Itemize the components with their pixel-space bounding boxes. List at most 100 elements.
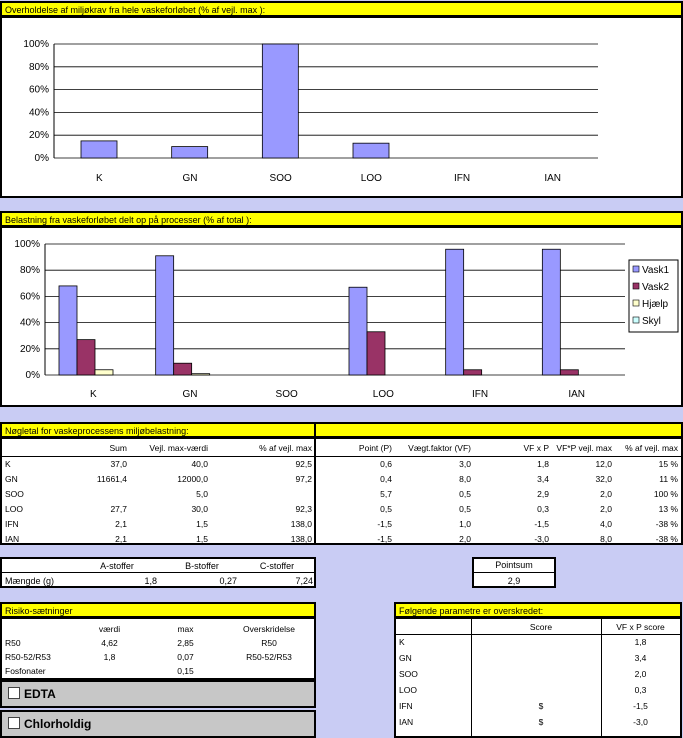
noegletal-cell: -1,5	[534, 518, 549, 529]
x-tick-label: IAN	[568, 389, 585, 400]
noegletal-cell: 1,5	[196, 518, 208, 529]
bar-vask2-loo	[366, 331, 386, 376]
overskredet-cell: K	[399, 637, 405, 648]
pointsum-value: 2,9	[507, 576, 521, 586]
x-tick-label: SOO	[276, 389, 298, 400]
noegletal-table: Sum Vejl. max-værdi % af vejl. max Point (P…	[2, 441, 681, 546]
noegletal-row: IAN 2,1 1,5 138,0 -1,5 2,0 -3,0 8,0 -38 %	[2, 531, 681, 546]
noegletal-cell: 97,2	[295, 473, 312, 484]
overskredet-cell: $	[538, 701, 544, 711]
overskredet-header-cell	[396, 620, 481, 634]
noegletal-header-cell: Point (P)	[358, 443, 392, 454]
bar-value-soo	[261, 43, 299, 159]
risiko-header-cell: max	[177, 624, 194, 634]
noegletal-row: LOO 27,7 30,0 92,3 0,5 0,5 0,3 2,0 13 %	[2, 501, 681, 516]
noegletal-header-cell: VF x P	[523, 443, 549, 454]
noegletal-header-cell: % af vejl. max	[625, 443, 678, 454]
risiko-title: Risiko-sætninger	[0, 602, 316, 618]
overskredet-cell: 0,3	[634, 685, 647, 695]
noegletal-cell: 138,0	[290, 518, 312, 529]
overskredet-cell: LOO	[399, 685, 417, 695]
overskredet-cell	[481, 682, 601, 698]
noegletal-cell: 2,1	[115, 518, 127, 529]
y-tick-label: 0%	[26, 370, 41, 381]
overskredet-title: Følgende parametre er overskredet:	[394, 602, 682, 618]
noegletal-cell: 2,9	[537, 488, 549, 499]
bar-vask1-gn	[155, 255, 175, 376]
risiko-panel: værdi max Overskridelse R50 4,62 2,85 R50 R50-…	[0, 617, 316, 680]
noegletal-cell: 1,5	[196, 533, 208, 544]
risiko-row: R50 4,62 2,85 R50	[2, 636, 314, 650]
risiko-row: Fosfonater 0,15	[2, 664, 314, 678]
overskredet-cell: $	[538, 717, 544, 727]
y-tick-label: 20%	[20, 344, 40, 355]
risiko-cell: 0,15	[177, 666, 194, 676]
legend-label-vask1: Vask1	[642, 265, 669, 276]
x-tick-label: IFN	[454, 173, 470, 184]
bar-vask1-ian	[541, 248, 561, 376]
chart2-plot: 0% 20% 40% 60% 80% 100% K GN SOO LOO IFN IAN Vask1 Va…	[14, 239, 679, 400]
noegletal-cell: 8,0	[459, 473, 471, 484]
chlorholdig-checkbox-box[interactable]	[8, 717, 20, 729]
overskredet-row: LOO 0,3	[396, 682, 680, 698]
edta-checkbox[interactable]: EDTA	[0, 680, 316, 708]
y-tick-label: 0%	[35, 153, 50, 164]
noegletal-cell: 32,0	[595, 473, 612, 484]
y-tick-label: 80%	[20, 265, 40, 276]
x-tick-label: IFN	[472, 389, 488, 400]
x-tick-label: K	[90, 389, 97, 400]
noegletal-cell: 0,6	[380, 458, 392, 469]
risiko-cell: 0,07	[177, 652, 194, 662]
bar-value-loo	[352, 142, 390, 159]
legend-label-skyl: Skyl	[642, 316, 661, 327]
overskredet-cell	[481, 634, 601, 650]
bar-vask2-ian	[559, 369, 579, 376]
x-tick-label: GN	[183, 389, 198, 400]
noegletal-cell: 92,3	[295, 503, 312, 514]
noegletal-cell: 2,0	[600, 503, 612, 514]
overskredet-cell: GN	[399, 653, 412, 663]
overskredet-cell: 1,8	[634, 637, 647, 648]
stoffer-header-c: C-stoffer	[259, 561, 295, 571]
risiko-cell: R50	[261, 638, 277, 648]
overskredet-row: IAN $ -3,0	[396, 714, 680, 730]
noegletal-row: K 37,0 40,0 92,5 0,6 3,0 1,8 12,0 15 %	[2, 456, 681, 471]
bar-vask1-k	[58, 285, 78, 376]
overskredet-header-cell: Score	[529, 621, 553, 632]
chart1-panel: 0% 20% 40% 60% 80% 100% K GN SOO LOO IFN IAN	[0, 16, 683, 198]
risiko-cell: R50-52/R53	[5, 652, 51, 662]
pointsum-label: Pointsum	[474, 560, 554, 573]
overskredet-row: GN 3,4	[396, 650, 680, 666]
noegletal-cell: 11661,4	[96, 473, 127, 484]
bar-vask1-loo	[348, 286, 368, 376]
chlorholdig-checkbox[interactable]: Chlorholdig	[0, 710, 316, 738]
risiko-header-cell	[2, 622, 72, 636]
overskredet-cell: -3,0	[633, 717, 648, 727]
noegletal-cell: 3,0	[459, 458, 471, 469]
legend-swatch-skyl	[632, 316, 640, 324]
overskredet-table: Score VF x P score K 1,8 GN 3,4 SOO 2,0 LOO 0,3 I…	[396, 620, 680, 730]
noegletal-cell: IAN	[5, 533, 20, 544]
pointsum-panel: Pointsum 2,9	[472, 557, 556, 588]
noegletal-cell: 15 %	[658, 458, 678, 469]
overskredet-row: K 1,8	[396, 634, 680, 650]
legend-swatch-vask1	[632, 265, 640, 273]
risiko-cell: Fosfonater	[5, 666, 46, 676]
risiko-cell	[224, 664, 314, 678]
legend-label-vask2: Vask2	[642, 282, 669, 293]
noegletal-cell: 0,5	[380, 503, 392, 514]
stoffer-value-a: 1,8	[144, 576, 157, 586]
y-tick-label: 40%	[20, 318, 40, 329]
risiko-cell: 4,62	[101, 638, 118, 648]
overskredet-cell	[481, 666, 601, 682]
overskredet-cell: 2,0	[634, 669, 647, 679]
noegletal-cell: LOO	[5, 503, 23, 514]
y-tick-label: 60%	[20, 291, 40, 302]
noegletal-header-cell: Sum	[109, 443, 127, 454]
edta-checkbox-box[interactable]	[8, 687, 20, 699]
overskredet-divider-2	[601, 619, 602, 736]
noegletal-cell: 11 %	[659, 473, 678, 484]
noegletal-header-cell	[2, 441, 50, 456]
noegletal-cell: K	[5, 458, 11, 469]
noegletal-row: SOO 5,0 5,7 0,5 2,9 2,0 100 %	[2, 486, 681, 501]
